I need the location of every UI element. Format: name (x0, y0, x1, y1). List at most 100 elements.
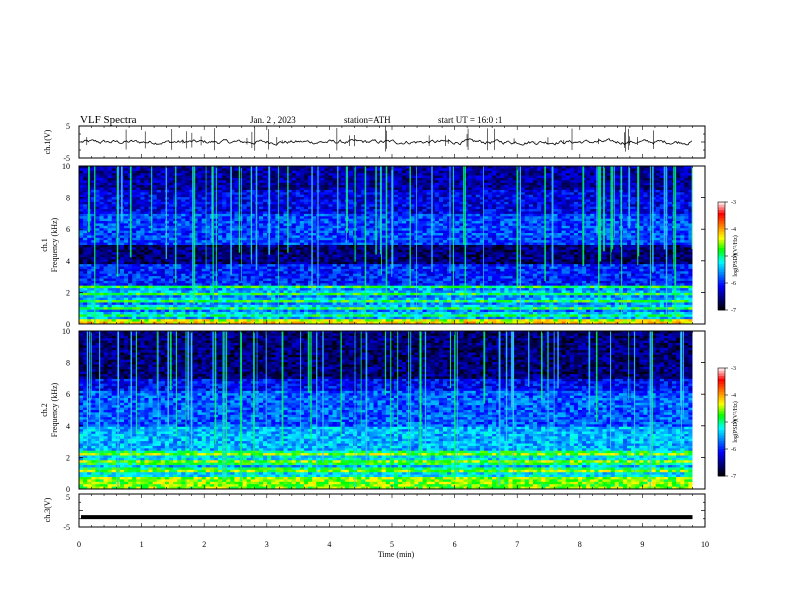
spectrogram-cell (385, 233, 391, 236)
spectrogram-cell (569, 240, 575, 243)
spectrogram-cell (643, 170, 648, 174)
spectrogram-cell (487, 194, 493, 198)
spectrogram-cell (537, 192, 542, 196)
spectrogram-cell (230, 240, 235, 243)
spectrogram-cell (545, 185, 550, 188)
spectrogram-cell (250, 168, 256, 172)
spectrogram-cell (291, 223, 297, 227)
spectrogram-cell (377, 185, 383, 188)
spectrogram-cell (520, 216, 526, 220)
spectrogram-cell (226, 204, 231, 208)
spectrogram-cell (348, 233, 354, 236)
spectrogram-cell (263, 192, 268, 196)
spectrogram-cell (107, 180, 113, 184)
spectrogram-cell (156, 235, 162, 239)
spectrogram-cell (524, 173, 530, 176)
spectrogram-cell (275, 230, 280, 234)
spectrogram-cell (348, 197, 354, 200)
spectrogram-cell (164, 175, 170, 179)
spectrogram-cell (291, 237, 297, 241)
spectrogram-cell (647, 170, 652, 174)
spectrogram-cell (136, 173, 141, 176)
spectrogram-cell (467, 192, 473, 196)
spectrogram-cell (676, 206, 681, 210)
spectrogram-cell (348, 185, 354, 188)
spectrogram-cell (79, 242, 84, 246)
spectrogram-cell (500, 223, 505, 227)
spectrogram-cell (651, 237, 657, 241)
spectrogram-cell (614, 221, 620, 224)
ch1-ytick-top: 5 (66, 122, 70, 131)
spectrogram-cell (565, 189, 571, 193)
spectrogram-cell (549, 173, 554, 176)
spectrogram-cell (222, 206, 227, 210)
spectrogram-cell (655, 213, 661, 217)
spectrogram-cell (226, 211, 231, 215)
spectrogram-cell (242, 211, 248, 215)
spectrogram-cell (79, 192, 84, 196)
spectrogram-cell (83, 194, 88, 198)
spectrogram-cell (193, 223, 199, 227)
spectrogram-cell (303, 218, 309, 222)
spectrogram-cell (410, 242, 415, 246)
spectrogram-cell (471, 173, 477, 176)
spectrogram-cell (430, 206, 436, 210)
spectrogram-cell (303, 166, 309, 169)
spectrogram-cell (667, 185, 673, 188)
spectrogram-cell (680, 170, 685, 174)
spectrogram-cell (455, 187, 460, 191)
spectrogram-cell (181, 233, 186, 236)
spectrogram-cell (672, 235, 677, 239)
spectrogram-cell (312, 182, 317, 186)
spectrogram-cell (152, 170, 158, 174)
spectrogram-cell (164, 230, 170, 234)
spectrogram-cell (234, 209, 239, 212)
spectrogram-cell (561, 242, 567, 246)
spectrogram-cell (340, 197, 346, 200)
spectrogram-cell (193, 213, 199, 217)
spectrogram-cell (659, 177, 665, 181)
spectrogram-cell (79, 173, 84, 176)
spectrogram-cell (95, 199, 100, 203)
spectrogram-cell (193, 168, 199, 172)
spectrogram-cell (651, 242, 657, 246)
spectrogram-cell (659, 189, 665, 193)
spectrogram-cell (434, 235, 440, 239)
spectrogram-cell (164, 187, 170, 191)
spectrogram-cell (541, 225, 546, 229)
spectrogram-cell (528, 211, 534, 215)
spectrogram-cell (357, 199, 362, 203)
spectrogram-cell (369, 175, 374, 179)
spectrogram-cell (393, 185, 399, 188)
spectrogram-cell (332, 177, 338, 181)
spectrogram-cell (393, 187, 399, 191)
spectrogram-cell (160, 187, 166, 191)
spectrogram-cell (410, 240, 415, 243)
spectrogram-cell (512, 209, 518, 212)
spectrogram-cell (672, 173, 677, 176)
spectrogram-cell (565, 166, 571, 169)
spectrogram-cell (459, 228, 464, 232)
spectrogram-cell (496, 173, 501, 176)
spectrogram-cell (283, 197, 288, 200)
spectrogram-cell (295, 168, 301, 172)
spectrogram-cell (99, 228, 104, 232)
spectrogram-cell (234, 230, 239, 234)
spectrogram-cell (438, 216, 444, 220)
spectrogram-cell (393, 240, 399, 243)
spectrogram-cell (275, 170, 280, 174)
spectrogram-cell (230, 228, 235, 232)
spectrogram-cell (672, 170, 677, 174)
spectrogram-cell (426, 223, 432, 227)
spectrogram-cell (328, 218, 333, 222)
spectrogram-cell (185, 182, 190, 186)
spectrogram-cell (83, 221, 88, 224)
spectrogram-cell (79, 194, 84, 198)
spectrogram-cell (156, 216, 162, 220)
spectrogram-cell (410, 213, 415, 217)
spectrogram-cell (385, 242, 391, 246)
spectrogram-cell (160, 218, 166, 222)
spectrogram-cell (496, 192, 501, 196)
spectrogram-cell (312, 233, 317, 236)
spectrogram-cell (393, 206, 399, 210)
